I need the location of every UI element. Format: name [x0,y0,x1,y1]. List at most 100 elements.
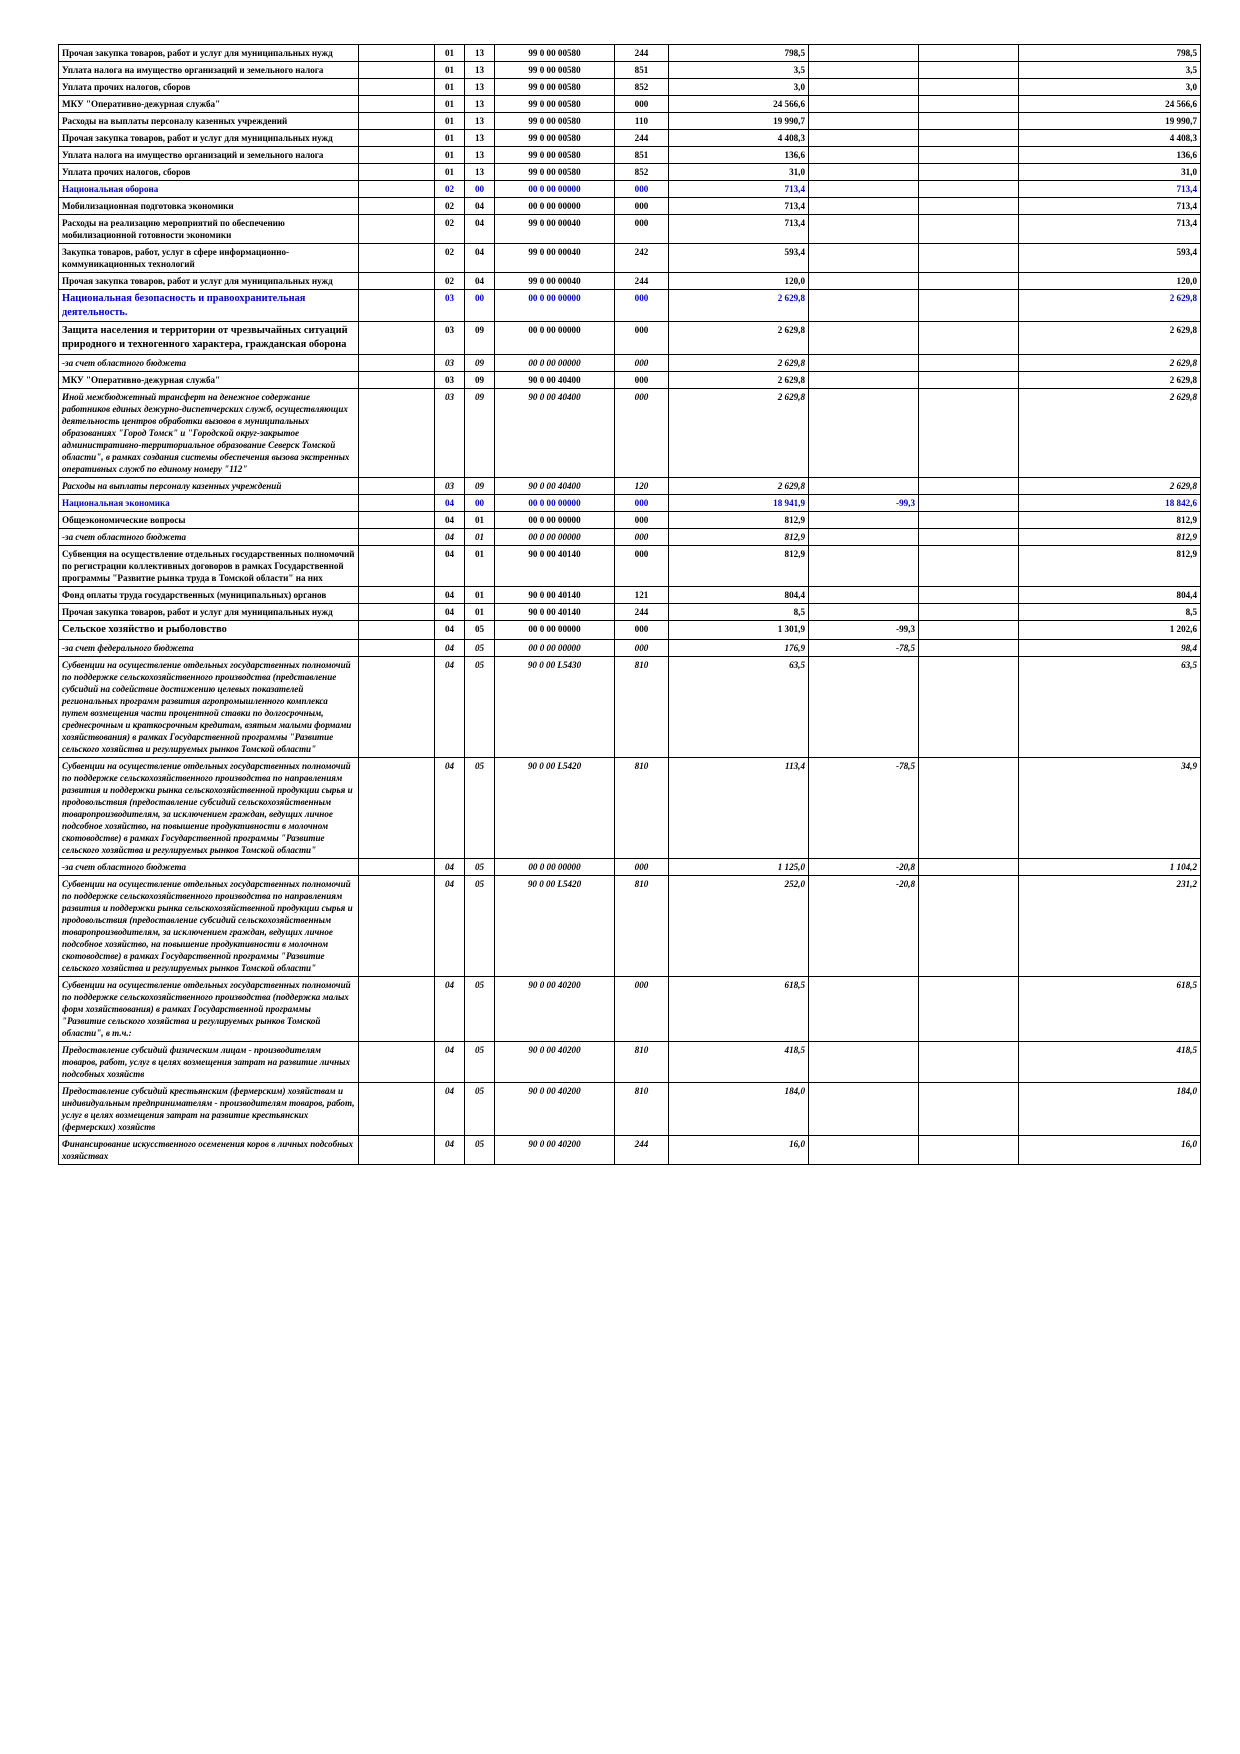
row-vr: 000 [614,353,669,372]
row-sum-4: 19 990,7 [1018,112,1201,130]
row-vr: 000 [614,370,669,389]
row-sum-1: 713,4 [668,214,809,244]
row-vr: 810 [614,874,669,977]
row-sum-4: 2 629,8 [1018,288,1201,323]
table-row: Субвенции на осуществление отдельных гос… [58,975,1201,1042]
row-sum-1: 184,0 [668,1081,809,1136]
row-pr: 13 [464,95,495,113]
row-sum-4: 1 202,6 [1018,619,1201,640]
row-pr: 13 [464,163,495,181]
row-sum-4: 713,4 [1018,180,1201,198]
row-sum-3 [918,243,1019,273]
row-rz: 03 [434,288,465,323]
row-name: Субвенции на осуществление отдельных гос… [58,655,359,758]
row-sum-1: 3,0 [668,78,809,96]
row-sum-1: 812,9 [668,510,809,529]
row-rz: 03 [434,321,465,355]
table-row: Защита населения и территории от чрезвыч… [58,321,1201,355]
row-rz: 01 [434,78,465,96]
row-csr: 00 0 00 00000 [494,619,615,640]
row-blank-cell [358,1040,435,1083]
row-rz: 03 [434,476,465,495]
row-pr: 04 [464,214,495,244]
row-pr: 05 [464,975,495,1042]
row-vr: 000 [614,288,669,323]
row-csr: 90 0 00 L5420 [494,874,615,977]
row-blank-cell [358,493,435,512]
row-sum-3 [918,756,1019,859]
row-sum-3 [918,476,1019,495]
row-csr: 99 0 00 00580 [494,78,615,96]
row-rz: 04 [434,638,465,657]
row-vr: 852 [614,163,669,181]
row-sum-3 [918,146,1019,164]
row-sum-3 [918,510,1019,529]
row-sum-4: 136,6 [1018,146,1201,164]
row-name: Национальная оборона [58,180,359,198]
row-vr: 000 [614,387,669,478]
row-vr: 000 [614,857,669,876]
row-sum-4: 812,9 [1018,510,1201,529]
row-csr: 99 0 00 00580 [494,163,615,181]
row-blank-cell [358,510,435,529]
row-blank-cell [358,619,435,640]
row-csr: 90 0 00 40400 [494,476,615,495]
table-row: Предоставление субсидий физическим лицам… [58,1040,1201,1083]
table-row: Общеэкономические вопросы 04 01 00 0 00 000… [58,510,1201,529]
row-blank-cell [358,78,435,96]
row-sum-3 [918,353,1019,372]
row-rz: 04 [434,975,465,1042]
row-rz: 01 [434,129,465,147]
row-name: Закупка товаров, работ, услуг в сфере ин… [58,243,359,273]
row-blank-cell [358,387,435,478]
row-csr: 00 0 00 00000 [494,493,615,512]
row-sum-2: -78,5 [808,756,919,859]
row-sum-3 [918,874,1019,977]
row-csr: 00 0 00 00000 [494,288,615,323]
row-sum-2 [808,602,919,621]
row-sum-2 [808,95,919,113]
row-csr: 90 0 00 40140 [494,585,615,604]
row-csr: 00 0 00 00000 [494,353,615,372]
row-csr: 90 0 00 40200 [494,1081,615,1136]
row-sum-4: 618,5 [1018,975,1201,1042]
row-rz: 01 [434,44,465,62]
table-row: МКУ "Оперативно-дежурная служба" 01 13 99 0… [58,95,1201,113]
row-csr: 90 0 00 40140 [494,602,615,621]
row-sum-2 [808,61,919,79]
row-blank-cell [358,197,435,215]
row-sum-2: -99,3 [808,619,919,640]
row-sum-2 [808,353,919,372]
row-name: Расходы на выплаты персоналу казенных уч… [58,476,359,495]
row-csr: 99 0 00 00580 [494,95,615,113]
row-pr: 13 [464,78,495,96]
row-rz: 02 [434,243,465,273]
row-sum-2 [808,387,919,478]
row-name: Уплата прочих налогов, сборов [58,163,359,181]
row-pr: 04 [464,243,495,273]
row-sum-2: -99,3 [808,493,919,512]
row-pr: 05 [464,1040,495,1083]
row-blank-cell [358,272,435,290]
row-sum-4: 2 629,8 [1018,387,1201,478]
row-rz: 01 [434,61,465,79]
row-sum-2 [808,476,919,495]
row-blank-cell [358,163,435,181]
row-name: Расходы на реализацию мероприятий по обе… [58,214,359,244]
row-sum-4: 713,4 [1018,214,1201,244]
row-sum-3 [918,288,1019,323]
row-sum-2: -78,5 [808,638,919,657]
row-sum-1: 176,9 [668,638,809,657]
row-pr: 13 [464,146,495,164]
table-row: Предоставление субсидий крестьянским (фе… [58,1081,1201,1136]
row-sum-1: 8,5 [668,602,809,621]
table-row: Уплата прочих налогов, сборов 01 13 99 0 00… [58,78,1201,96]
row-blank-cell [358,370,435,389]
row-sum-4: 812,9 [1018,544,1201,587]
row-name: Национальная экономика [58,493,359,512]
row-vr: 244 [614,272,669,290]
row-pr: 05 [464,1081,495,1136]
row-sum-1: 19 990,7 [668,112,809,130]
row-csr: 99 0 00 00580 [494,61,615,79]
